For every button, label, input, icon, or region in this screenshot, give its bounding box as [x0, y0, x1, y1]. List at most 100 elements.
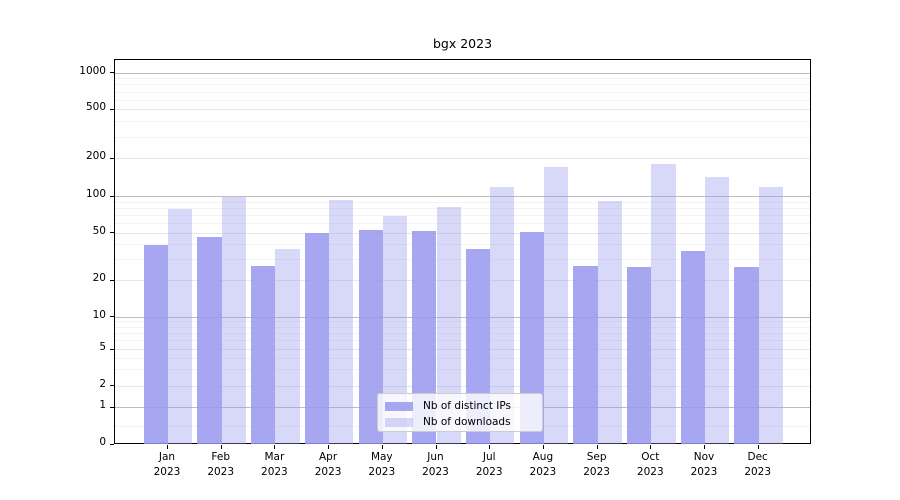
gridline-y-80	[115, 207, 810, 209]
gridline-y-3	[115, 369, 810, 371]
gridline-y-800	[115, 84, 810, 86]
y-tick-1	[110, 406, 114, 408]
y-tick-label-10: 10	[92, 308, 106, 321]
gridline-y-2	[115, 385, 810, 387]
y-tick-50	[110, 232, 114, 234]
x-tick-label-apr: Apr 2023	[314, 451, 342, 478]
bar-downloads-dec	[758, 187, 783, 444]
x-tick-jan	[167, 445, 168, 449]
gridline-y-500	[115, 109, 810, 111]
gridline-y-40	[115, 244, 810, 246]
legend-swatch-downloads	[385, 417, 413, 427]
gridline-y-6	[115, 340, 810, 342]
gridline-y-20	[115, 280, 810, 281]
bar-downloads-apr	[329, 200, 354, 444]
legend-swatch-distinct-ips	[385, 401, 413, 411]
y-tick-10	[110, 316, 114, 317]
bar-distinct-ips-jan	[143, 245, 168, 444]
y-tick-label-500: 500	[85, 101, 106, 114]
x-tick-label-jan: Jan 2023	[153, 451, 181, 478]
bar-distinct-ips-feb	[197, 236, 222, 444]
bar-distinct-ips-mar	[251, 265, 276, 444]
bar-distinct-ips-dec	[734, 267, 759, 444]
x-tick-aug	[542, 445, 544, 449]
y-tick-0	[110, 443, 114, 445]
x-tick-label-mar: Mar 2023	[261, 451, 288, 478]
bar-downloads-oct	[651, 163, 676, 444]
gridline-y-1000	[115, 72, 810, 74]
x-tick-sep	[596, 445, 598, 449]
y-tick-label-20: 20	[92, 272, 106, 284]
y-tick-label-1000: 1000	[79, 64, 106, 77]
y-tick-1000	[110, 72, 114, 74]
gridline-y-600	[115, 99, 810, 101]
x-tick-feb	[220, 445, 222, 449]
gridline-y-60	[115, 223, 810, 225]
y-tick-100	[110, 195, 114, 197]
y-tick-label-5: 5	[99, 341, 106, 353]
gridline-y-50	[115, 232, 810, 234]
y-tick-label-100: 100	[85, 188, 106, 200]
y-tick-5	[110, 348, 114, 350]
y-tick-2	[110, 385, 114, 387]
bar-downloads-nov	[705, 176, 730, 444]
x-tick-may	[381, 445, 383, 449]
gridline-y-200	[115, 158, 810, 160]
gridline-y-10	[115, 316, 810, 318]
y-tick-label-2: 2	[99, 377, 106, 390]
bar-downloads-mar	[275, 249, 300, 444]
gridline-y-9	[115, 321, 810, 323]
bar-downloads-feb	[221, 197, 246, 444]
gridline-y-900	[115, 78, 810, 80]
gridline-y-7	[115, 333, 810, 335]
gridline-y-90	[115, 201, 810, 203]
y-tick-200	[110, 157, 114, 159]
bar-distinct-ips-oct	[627, 267, 652, 444]
gridline-y-100	[115, 196, 810, 197]
legend-row-distinct-ips: Nb of distinct IPs	[385, 398, 542, 414]
x-tick-label-feb: Feb 2023	[207, 451, 235, 478]
bar-downloads-sep	[597, 201, 622, 444]
x-tick-label-jul: Jul 2023	[475, 451, 503, 478]
gridline-y-5	[115, 349, 810, 350]
gridline-y-4	[115, 357, 810, 359]
gridline-y-30	[115, 259, 810, 261]
legend-label-distinct-ips: Nb of distinct IPs	[423, 400, 511, 412]
legend: Nb of distinct IPs Nb of downloads	[377, 393, 543, 432]
gridline-y-8	[115, 326, 810, 328]
gridline-y-700	[115, 91, 810, 93]
y-tick-label-1: 1	[99, 399, 106, 412]
x-tick-mar	[274, 445, 276, 449]
bar-distinct-ips-sep	[573, 265, 598, 444]
bar-distinct-ips-nov	[680, 250, 705, 444]
x-tick-label-oct: Oct 2023	[636, 451, 664, 478]
gridline-y-300	[115, 136, 810, 138]
gridline-y-70	[115, 214, 810, 216]
x-tick-jun	[435, 445, 437, 449]
bar-downloads-jan	[168, 208, 193, 444]
x-tick-label-sep: Sep 2023	[583, 451, 610, 478]
plot-area	[114, 59, 811, 444]
x-tick-apr	[328, 445, 330, 449]
x-tick-nov	[704, 445, 705, 449]
gridline-y-400	[115, 121, 810, 123]
bar-downloads-aug	[543, 166, 569, 444]
bar-distinct-ips-apr	[304, 232, 330, 444]
x-tick-oct	[650, 445, 652, 449]
chart-title: bgx 2023	[432, 36, 493, 51]
x-tick-label-may: May 2023	[368, 451, 396, 478]
y-tick-500	[110, 108, 114, 110]
x-tick-label-aug: Aug 2023	[529, 451, 557, 478]
legend-label-downloads: Nb of downloads	[423, 416, 511, 428]
legend-row-downloads: Nb of downloads	[385, 414, 542, 430]
y-tick-20	[110, 279, 114, 281]
x-tick-jul	[489, 445, 491, 449]
x-tick-dec	[757, 445, 759, 449]
x-tick-label-dec: Dec 2023	[744, 451, 772, 478]
y-tick-label-50: 50	[92, 224, 106, 237]
x-tick-label-jun: Jun 2023	[422, 451, 449, 478]
y-tick-label-200: 200	[85, 150, 106, 163]
x-tick-label-nov: Nov 2023	[690, 451, 718, 478]
y-tick-label-0: 0	[99, 436, 106, 448]
